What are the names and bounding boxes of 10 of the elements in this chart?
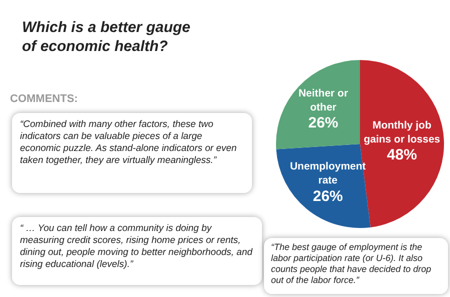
data-label: 26% [312,188,343,205]
slice-label: Neither or other [298,87,348,114]
text: “The best gauge of employment is the labor participation rate (or U-6). It also counts people that have decided to drop out of the labor force.” [264,238,448,294]
data-label: 26% [308,114,338,132]
text: Which is a better gauge of economic health? [22,18,192,56]
data-label: 48% [386,146,417,164]
text: “Combined with many other factors, these two indicators can be valuable pieces of a large economic puzzle. As stand-alone indicators or even taken together, they are virtually meaningless.” [12,113,252,193]
slice-label: Monthly job gains or losses [364,119,440,146]
text: “ … You can tell how a community is doing by measuring credit scores, rising home prices or rents, dining out, people moving to better neighborhoods, and rising educational (levels).” [12,217,262,285]
text: COMMENTS: [10,93,78,105]
